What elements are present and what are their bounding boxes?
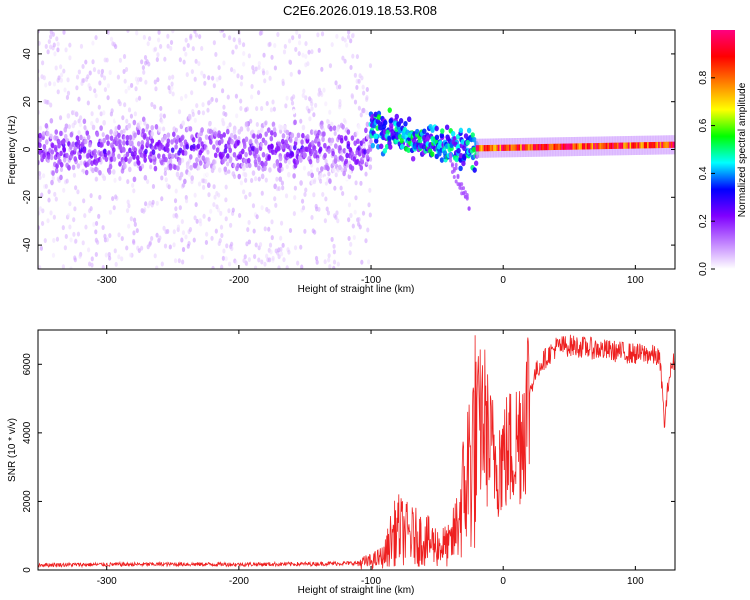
snr-x-label: Height of straight line (km)	[298, 585, 415, 596]
x-tick-label: -100	[361, 576, 381, 587]
colorbar-tick-label: 0.0	[698, 262, 709, 276]
colorbar-label: Normalized spectral amplitude	[737, 82, 748, 217]
y-tick-label: 0	[22, 567, 33, 573]
colorbar: 0.0 0.2 0.4 0.6 0.8 Normalized spectral ampl…	[698, 30, 748, 276]
colorbar-tick-label: 0.4	[698, 166, 709, 180]
y-tick-label: 2000	[22, 490, 33, 513]
y-tick-label: 6000	[22, 353, 33, 376]
x-tick-label: 0	[500, 275, 506, 286]
colorbar-ticks: 0.0 0.2 0.4 0.6 0.8	[698, 70, 715, 276]
colorbar-tick-label: 0.2	[698, 214, 709, 228]
snr-frame	[37, 329, 676, 571]
x-tick-label: 100	[627, 275, 644, 286]
spectrogram-x-label: Height of straight line (km)	[298, 284, 415, 295]
y-tick-label: 40	[22, 48, 33, 60]
snr-x-ticks: -300 -200 -100 0 100	[97, 330, 644, 587]
x-tick-label: 100	[627, 576, 644, 587]
x-tick-label: -300	[97, 576, 117, 587]
spectrogram-y-ticks: -40 -20 0 20 40	[22, 48, 675, 252]
y-tick-label: 4000	[22, 421, 33, 444]
x-tick-label: -200	[229, 576, 249, 587]
y-tick-label: -20	[22, 190, 33, 205]
figure-title: C2E6.2026.019.18.53.R08	[283, 3, 437, 18]
spectrogram-heatmap	[38, 30, 675, 269]
y-tick-label: 0	[22, 146, 33, 152]
x-tick-label: -300	[97, 275, 117, 286]
colorbar-tick-label: 0.6	[698, 118, 709, 132]
x-tick-label: -200	[229, 275, 249, 286]
snr-series-line	[38, 334, 675, 570]
colorbar-gradient	[711, 30, 735, 269]
snr-y-label: SNR (10 * v/v)	[7, 418, 18, 482]
snr-y-ticks: 0 2000 4000 6000	[22, 353, 675, 573]
spectrogram-y-label: Frequency (Hz)	[7, 116, 18, 185]
colorbar-tick-label: 0.8	[698, 70, 709, 84]
spectrogram-x-ticks: -300 -200 -100 0 100	[97, 30, 644, 286]
x-tick-label: -100	[361, 275, 381, 286]
y-tick-label: -40	[22, 237, 33, 252]
x-tick-label: 0	[500, 576, 506, 587]
y-tick-label: 20	[22, 96, 33, 108]
